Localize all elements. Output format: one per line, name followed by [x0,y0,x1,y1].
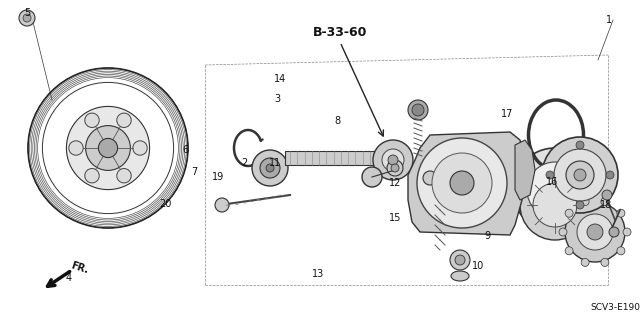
Text: 14: 14 [274,74,287,84]
Circle shape [450,250,470,270]
Circle shape [387,160,403,176]
Ellipse shape [451,271,469,281]
Circle shape [86,126,131,170]
Text: 6: 6 [182,145,189,155]
Text: 9: 9 [484,231,491,241]
Polygon shape [380,151,395,165]
Text: 12: 12 [388,178,401,189]
Circle shape [412,104,424,116]
Circle shape [574,169,586,181]
Circle shape [617,247,625,255]
Text: 3: 3 [274,94,280,104]
Circle shape [576,201,584,209]
Text: 7: 7 [191,167,197,177]
Circle shape [133,141,147,155]
Text: 2: 2 [241,158,248,168]
Circle shape [587,224,603,240]
Circle shape [260,158,280,178]
Text: 10: 10 [472,261,484,271]
Circle shape [99,138,118,158]
Circle shape [19,10,35,26]
Circle shape [450,171,474,195]
Circle shape [373,140,413,180]
Text: 16: 16 [545,177,558,187]
Text: 18: 18 [600,200,612,210]
Circle shape [577,214,613,250]
Circle shape [266,164,274,172]
Circle shape [606,171,614,179]
Circle shape [388,155,398,165]
Text: 8: 8 [335,116,341,126]
Circle shape [581,258,589,266]
Text: 20: 20 [159,198,172,209]
Text: 11: 11 [269,158,282,168]
Circle shape [527,162,583,218]
Text: 17: 17 [500,109,513,119]
Circle shape [542,137,618,213]
Polygon shape [515,140,535,200]
Text: FR.: FR. [70,261,90,276]
Circle shape [116,168,131,183]
Circle shape [84,113,99,128]
Circle shape [382,149,404,171]
Circle shape [391,164,399,172]
Circle shape [559,228,567,236]
Circle shape [84,168,99,183]
Circle shape [252,150,288,186]
Circle shape [23,14,31,22]
Circle shape [565,247,573,255]
Text: 5: 5 [24,8,31,19]
Circle shape [513,148,597,232]
Circle shape [423,171,437,185]
Circle shape [362,167,382,187]
Circle shape [601,258,609,266]
Circle shape [432,153,492,213]
Circle shape [623,228,631,236]
Circle shape [566,161,594,189]
Circle shape [533,183,577,227]
Text: 4: 4 [66,272,72,283]
Text: 15: 15 [388,212,401,223]
Circle shape [617,209,625,217]
Text: 1: 1 [606,15,612,25]
Circle shape [576,141,584,149]
Circle shape [554,149,606,201]
Circle shape [408,100,428,120]
Text: B-33-60: B-33-60 [313,26,367,39]
Circle shape [581,197,589,205]
Circle shape [69,141,83,155]
Circle shape [602,190,612,200]
Circle shape [215,198,229,212]
Circle shape [601,197,609,205]
Circle shape [609,227,619,237]
Circle shape [565,209,573,217]
Circle shape [565,202,625,262]
Circle shape [116,113,131,128]
Polygon shape [408,132,525,235]
Text: 13: 13 [312,269,324,279]
Circle shape [520,170,590,240]
Circle shape [455,255,465,265]
Text: 19: 19 [211,172,224,182]
Circle shape [417,138,507,228]
FancyBboxPatch shape [285,151,380,165]
Text: SCV3-E1900: SCV3-E1900 [590,303,640,313]
Circle shape [546,171,554,179]
Circle shape [67,107,150,189]
